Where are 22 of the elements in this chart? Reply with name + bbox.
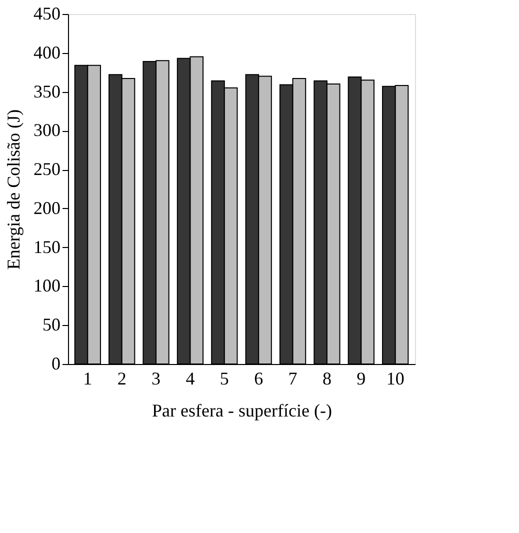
x-tick-label: 2 — [117, 368, 126, 388]
y-tick-label: 0 — [52, 354, 60, 374]
x-tick-label: 9 — [356, 368, 366, 388]
x-tick-label: 6 — [254, 368, 264, 388]
x-tick-label: 4 — [186, 368, 195, 388]
x-tick-label: 1 — [83, 368, 92, 388]
x-tick-label: 10 — [386, 368, 404, 388]
y-axis-title: Energia de Colisão (J) — [4, 109, 24, 270]
y-tick-label: 350 — [34, 81, 60, 102]
x-axis-title: Par esfera - superfície (-) — [152, 400, 332, 420]
y-tick-label: 200 — [34, 198, 60, 218]
y-tick-label: 50 — [42, 314, 60, 335]
y-tick-label: 300 — [34, 120, 60, 140]
y-tick-label: 450 — [34, 4, 60, 24]
y-tick-label: 100 — [34, 276, 60, 296]
y-tick-label: 400 — [34, 42, 60, 62]
y-tick-label: 250 — [34, 159, 60, 180]
x-tick-label: 7 — [288, 368, 298, 388]
x-tick-label: 3 — [152, 368, 161, 388]
x-tick-label: 8 — [322, 368, 332, 388]
y-tick-label: 150 — [34, 236, 60, 257]
x-tick-label: 5 — [220, 368, 229, 388]
